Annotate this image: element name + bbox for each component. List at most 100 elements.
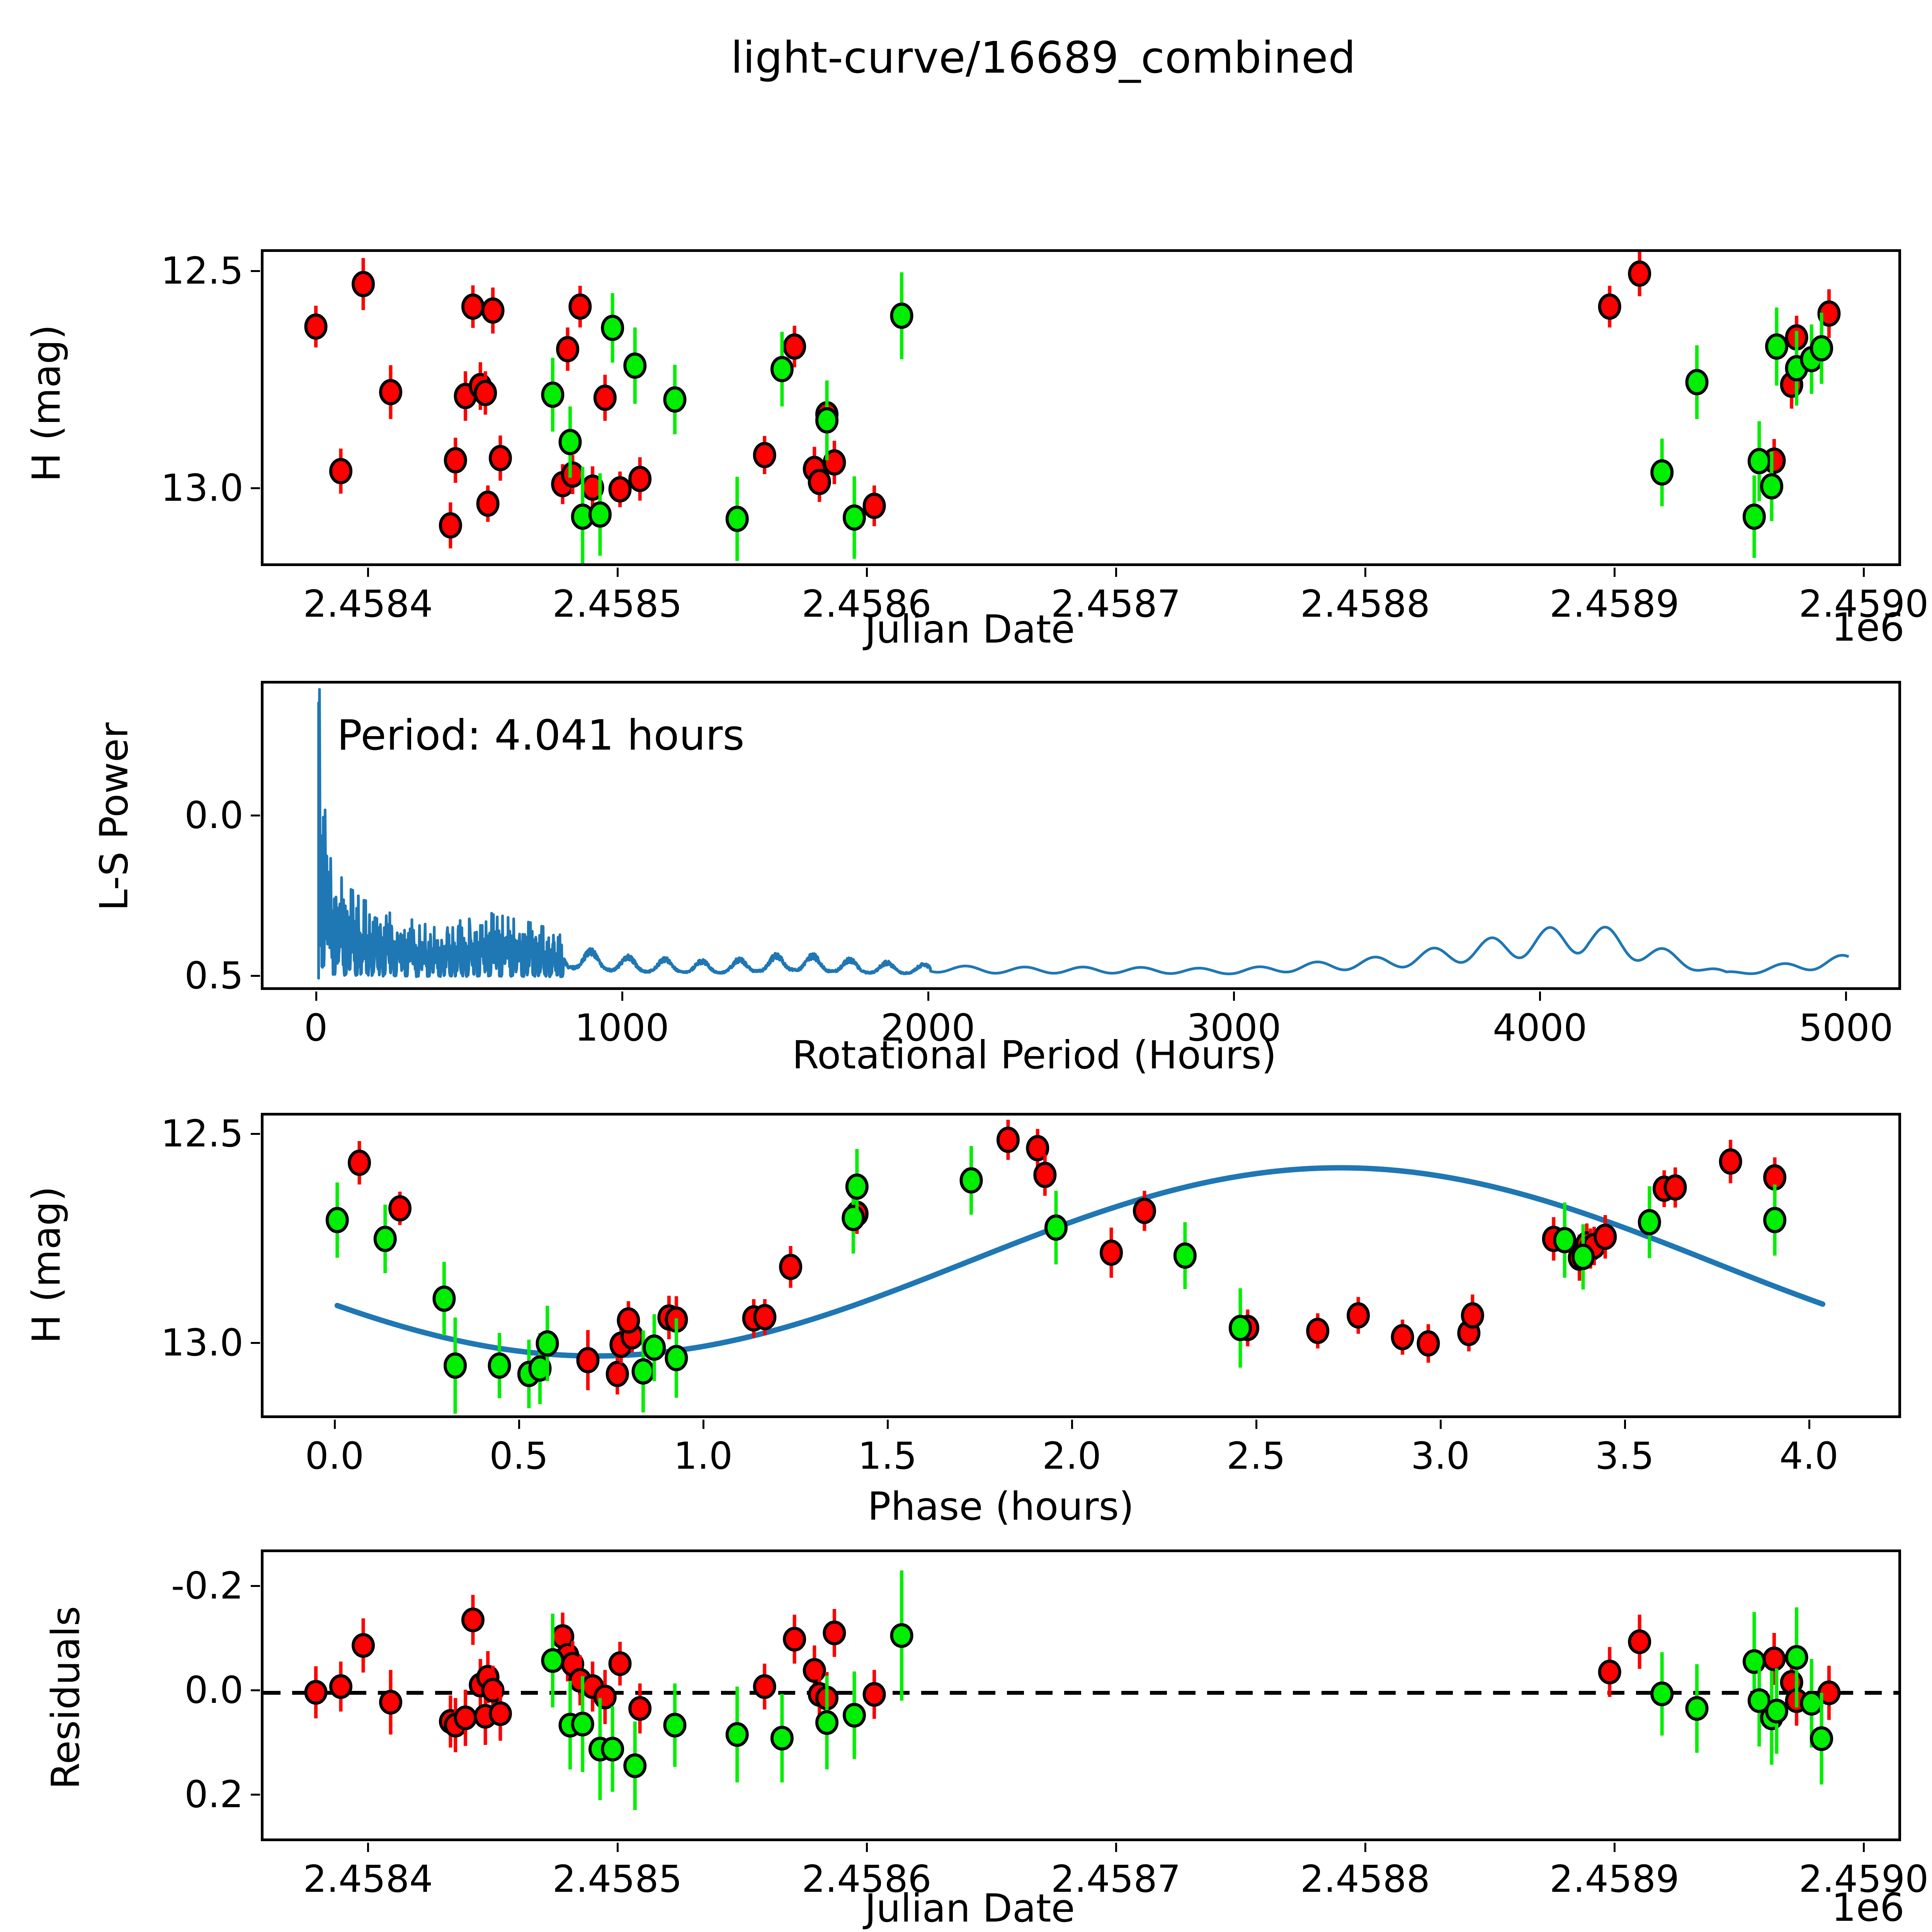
data-point: [815, 380, 839, 461]
x-tick-mark: [1808, 1420, 1810, 1429]
x-tick-label: 5000: [1799, 1006, 1893, 1049]
data-point: [329, 1662, 352, 1712]
x-tick-mark: [1614, 568, 1616, 577]
y-tick-mark: [251, 487, 260, 489]
x-tick-mark: [1115, 568, 1117, 577]
data-point: [1628, 252, 1651, 296]
data-point: [601, 1706, 624, 1792]
lightcurve-axes: [261, 249, 1901, 566]
data-point: [352, 1618, 375, 1673]
data-point: [325, 1182, 349, 1258]
data-point: [862, 485, 886, 526]
x-tick-label: 2.4585: [552, 582, 682, 626]
data-point: [329, 448, 352, 494]
x-tick-mark: [1863, 1843, 1865, 1852]
data-point: [663, 1683, 687, 1767]
data-point: [379, 365, 403, 419]
y-tick-mark: [251, 1342, 260, 1344]
data-point: [568, 286, 592, 328]
data-point: [617, 1301, 640, 1340]
x-tick-mark: [927, 992, 929, 1001]
x-tick-label: 2.4585: [552, 1857, 682, 1901]
data-point: [1598, 286, 1621, 328]
data-point: [388, 1191, 412, 1225]
x-tick-label: 2000: [881, 1006, 975, 1049]
data-point: [1650, 1652, 1674, 1736]
data-point: [1742, 475, 1766, 558]
y-tick-mark: [251, 975, 260, 977]
data-point: [352, 258, 375, 310]
periodogram-curve: [317, 688, 1850, 980]
data-point: [1747, 1655, 1771, 1747]
data-point: [1638, 1186, 1661, 1259]
data-point: [1810, 1693, 1833, 1785]
data-point: [1347, 1297, 1370, 1334]
data-point: [1760, 451, 1784, 521]
data-point: [536, 1306, 559, 1381]
residuals-axes: [261, 1549, 1901, 1841]
x-tick-label: 3000: [1187, 1006, 1281, 1049]
x-tick-label: 1.5: [858, 1434, 917, 1478]
data-point: [1553, 1202, 1577, 1278]
data-point: [862, 1670, 886, 1719]
data-point: [588, 473, 612, 556]
x-tick-label: 0.5: [489, 1434, 549, 1478]
x-tick-label: 4000: [1493, 1006, 1587, 1049]
data-point: [1306, 1313, 1330, 1349]
data-point: [959, 1146, 983, 1215]
x-tick-label: 2.4588: [1300, 582, 1430, 626]
data-point: [725, 476, 749, 561]
data-point: [1417, 1324, 1440, 1363]
x-tick-label: 2.4589: [1549, 1857, 1680, 1901]
data-point: [461, 285, 485, 328]
data-point: [1033, 1154, 1057, 1196]
data-point: [770, 332, 794, 406]
y-tick-mark: [251, 1793, 260, 1796]
data-point: [576, 1330, 600, 1390]
data-point: [1598, 1647, 1621, 1697]
data-point: [1391, 1320, 1414, 1355]
x-tick-mark: [621, 992, 623, 1001]
data-point: [488, 435, 512, 481]
data-point: [783, 325, 806, 367]
x-tick-mark: [1255, 1420, 1257, 1429]
data-point: [481, 287, 505, 334]
y-tick-mark: [251, 1585, 260, 1587]
phase-xlabel: Phase (hours): [867, 1484, 1134, 1529]
y-tick-label: 0.0: [184, 794, 243, 837]
residuals-offset-text: 1e6: [1832, 1885, 1905, 1930]
x-tick-mark: [1115, 1843, 1117, 1852]
x-tick-label: 2.4586: [801, 582, 932, 626]
data-point: [1765, 307, 1788, 386]
x-tick-label: 2.4590: [1799, 1857, 1929, 1901]
data-point: [783, 1614, 806, 1664]
y-tick-label: 0.0: [184, 1668, 243, 1712]
data-point: [1650, 439, 1674, 507]
data-point: [725, 1686, 749, 1782]
data-point: [439, 502, 462, 549]
x-tick-mark: [866, 568, 868, 577]
y-tick-mark: [251, 1133, 260, 1135]
data-point: [605, 1353, 629, 1395]
x-tick-mark: [1071, 1420, 1073, 1429]
residuals-xlabel: Julian Date: [865, 1886, 1075, 1931]
page-title: light-curve/16689_combined: [731, 33, 1356, 83]
x-tick-label: 2.4584: [303, 582, 433, 626]
data-point: [1571, 1224, 1595, 1290]
x-tick-mark: [1364, 568, 1366, 577]
data-point: [1765, 1668, 1788, 1754]
data-point: [461, 1595, 485, 1645]
y-tick-label: 0.5: [184, 954, 243, 997]
x-tick-mark: [616, 568, 619, 577]
y-tick-label: -0.2: [171, 1564, 243, 1608]
x-tick-label: 1000: [575, 1006, 669, 1049]
data-point: [444, 1317, 467, 1414]
data-point: [779, 1246, 803, 1288]
data-point: [488, 1333, 511, 1398]
x-tick-label: 0: [304, 1006, 328, 1049]
data-point: [1785, 1607, 1808, 1708]
periodogram-xlabel: Rotational Period (Hours): [792, 1032, 1277, 1078]
x-tick-mark: [315, 992, 317, 1001]
data-point: [541, 358, 565, 432]
data-point: [1461, 1294, 1484, 1337]
